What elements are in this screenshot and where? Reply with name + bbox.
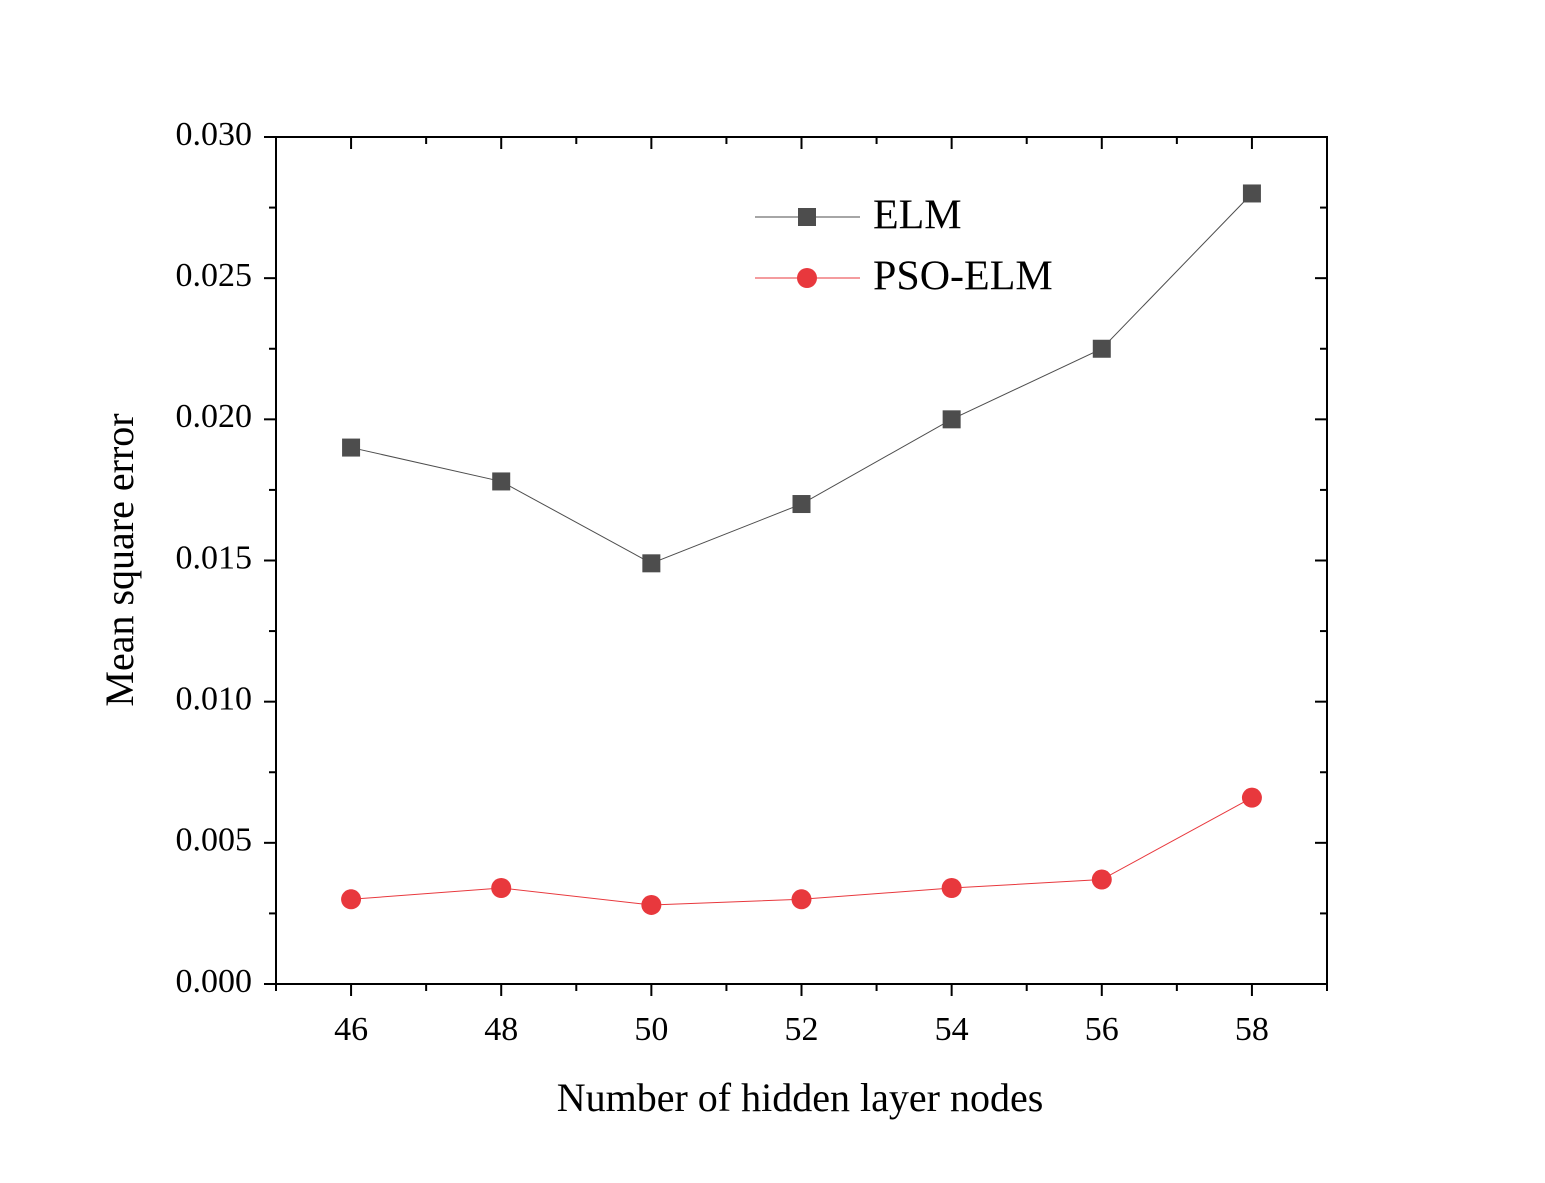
y-tick-label: 0.030 (176, 116, 253, 153)
y-tick-label: 0.020 (176, 398, 253, 435)
x-tick-label: 52 (785, 1011, 819, 1048)
x-tick-label: 46 (334, 1011, 368, 1048)
y-tick-label: 0.025 (176, 257, 253, 294)
y-tick-label: 0.010 (176, 680, 253, 717)
data-point (491, 878, 512, 899)
legend-label: PSO-ELM (873, 254, 1053, 300)
x-tick-label: 56 (1085, 1011, 1119, 1048)
x-tick-label: 48 (484, 1011, 518, 1048)
x-tick-label: 58 (1235, 1011, 1269, 1048)
x-axis-title: Number of hidden layer nodes (557, 1075, 1044, 1120)
data-point (641, 894, 662, 915)
x-tick-label: 50 (634, 1011, 668, 1048)
data-point (791, 889, 812, 910)
data-point (642, 554, 661, 573)
data-point (341, 889, 362, 910)
data-point (941, 878, 962, 899)
legend-marker (797, 268, 817, 288)
legend-label: ELM (873, 193, 962, 239)
data-point (792, 495, 811, 514)
data-point (1091, 869, 1112, 890)
series-line (351, 797, 1253, 906)
data-point (1092, 339, 1111, 358)
y-tick-label: 0.000 (176, 963, 253, 1000)
data-point (1242, 184, 1261, 203)
plot-frame (275, 136, 1328, 985)
y-tick-label: 0.015 (176, 539, 253, 576)
y-axis-title: Mean square error (97, 413, 142, 706)
data-point (492, 472, 511, 491)
data-point (1241, 787, 1262, 808)
data-point (342, 438, 361, 457)
data-point (942, 410, 961, 429)
x-tick-label: 54 (935, 1011, 969, 1048)
legend-marker (798, 208, 816, 226)
y-tick-label: 0.005 (176, 822, 253, 859)
